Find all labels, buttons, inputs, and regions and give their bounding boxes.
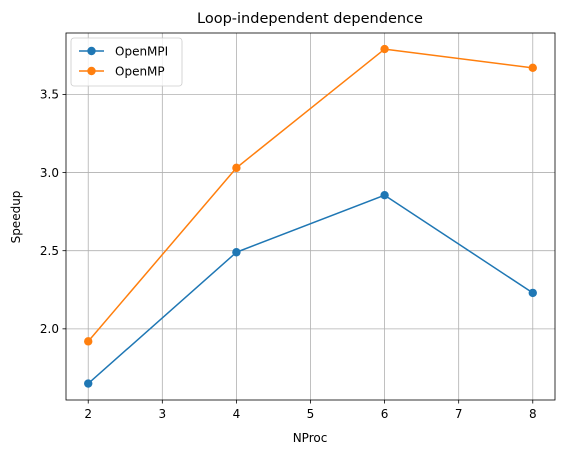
data-point — [380, 191, 389, 200]
x-axis-label: NProc — [293, 431, 328, 445]
legend-item: OpenMPI — [79, 44, 168, 58]
legend-label: OpenMP — [115, 64, 165, 78]
x-tick-label: 5 — [307, 407, 315, 421]
chart-title: Loop-independent dependence — [197, 11, 423, 27]
y-tick-label: 2.5 — [40, 244, 59, 258]
data-point — [232, 248, 241, 257]
data-point — [84, 337, 93, 346]
x-tick-label: 8 — [529, 407, 537, 421]
legend-marker — [87, 46, 96, 56]
series-openmpi — [84, 191, 537, 388]
series-line — [87, 194, 534, 385]
y-tick-label: 3.0 — [40, 166, 59, 180]
y-tick-label: 3.5 — [40, 88, 59, 102]
x-tick-label: 7 — [455, 407, 463, 421]
x-tick-label: 6 — [381, 407, 389, 421]
ticks: 2 3 4 5 6 7 8 2.0 2.5 3.0 3.5 — [40, 88, 537, 421]
series-openmp — [84, 44, 537, 346]
x-tick-label: 4 — [233, 407, 241, 421]
series — [84, 44, 537, 388]
legend-item: OpenMP — [79, 64, 165, 78]
legend: OpenMPI OpenMP — [70, 37, 183, 87]
data-point — [528, 63, 537, 73]
legend-box — [70, 37, 183, 87]
x-tick-label: 2 — [84, 407, 92, 421]
x-tick-label: 3 — [158, 407, 166, 421]
legend-label: OpenMPI — [115, 44, 168, 58]
y-tick-label: 2.0 — [40, 322, 59, 336]
data-point — [84, 379, 93, 388]
data-point — [528, 288, 537, 298]
legend-marker — [87, 66, 96, 76]
grid — [66, 33, 555, 400]
y-axis-label: Speedup — [9, 191, 23, 244]
data-point — [380, 44, 389, 54]
data-point — [232, 163, 241, 173]
series-line — [87, 48, 533, 342]
